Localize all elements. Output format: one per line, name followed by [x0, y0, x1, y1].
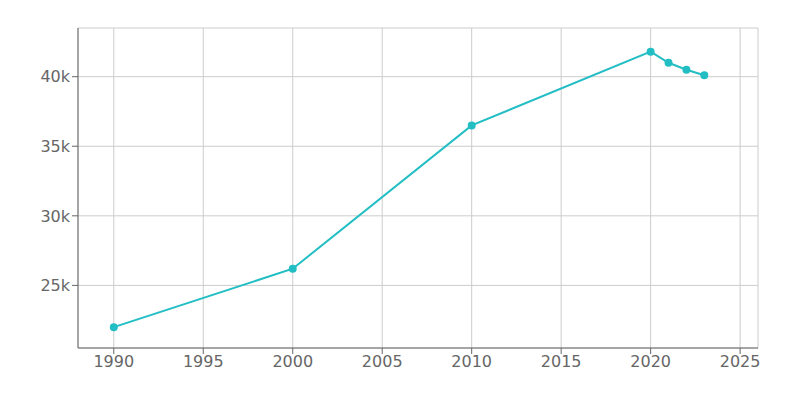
svg-text:2000: 2000	[272, 352, 313, 371]
svg-text:1990: 1990	[93, 352, 134, 371]
svg-text:2005: 2005	[362, 352, 403, 371]
svg-text:1995: 1995	[183, 352, 224, 371]
svg-text:25k: 25k	[40, 276, 70, 295]
svg-text:2020: 2020	[630, 352, 671, 371]
svg-text:2015: 2015	[541, 352, 582, 371]
svg-text:2025: 2025	[720, 352, 761, 371]
svg-text:30k: 30k	[40, 207, 70, 226]
svg-text:2010: 2010	[451, 352, 492, 371]
svg-text:35k: 35k	[40, 137, 70, 156]
svg-text:40k: 40k	[40, 67, 70, 86]
